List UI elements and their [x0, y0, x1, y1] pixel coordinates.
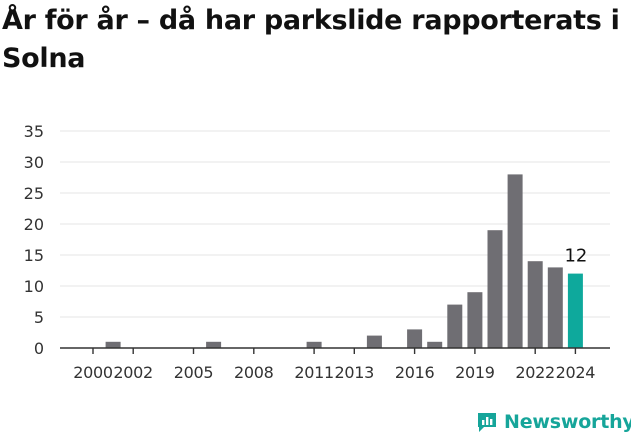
bar-2006 [206, 341, 222, 348]
gridlines [60, 130, 610, 318]
bar-2011 [306, 341, 322, 348]
newsworthy-brand[interactable]: Newsworthy [476, 407, 631, 437]
bar-2018 [447, 304, 463, 348]
bars [105, 174, 583, 348]
newsworthy-logo-icon [478, 413, 496, 432]
bar-2017 [427, 341, 443, 348]
data-label-2024: 12 [564, 246, 587, 267]
bar-2023 [547, 267, 563, 348]
y-tick-label: 35 [24, 122, 44, 141]
y-tick-label: 5 [34, 308, 44, 327]
bar-2020 [487, 230, 503, 348]
y-tick-label: 10 [24, 277, 44, 296]
bar-2001 [105, 341, 121, 348]
bar-2019 [467, 292, 483, 348]
x-tick-label: 2013 [335, 363, 375, 382]
bar-2022 [527, 261, 543, 348]
y-tick-label: 20 [24, 215, 44, 234]
x-tick-label: 2000 [73, 363, 113, 382]
y-tick-label: 15 [24, 246, 44, 265]
x-tick-label: 2005 [174, 363, 214, 382]
chart-title: År för år – då har parkslide rapporterat… [2, 5, 620, 74]
bar-2024 [567, 273, 583, 348]
y-tick-label: 0 [34, 339, 44, 358]
x-tick-label: 2016 [395, 363, 435, 382]
bar-2021 [507, 174, 523, 348]
x-tick-label: 2011 [294, 363, 334, 382]
y-tick-label: 30 [24, 153, 44, 172]
bar-2016 [407, 329, 423, 348]
x-axis-tick-labels: 2000 2002 2005 2008 2011 2013 2016 2019 2022 2024 [73, 363, 595, 382]
x-tick-label: 2024 [556, 363, 596, 382]
x-tick-label: 2008 [234, 363, 274, 382]
y-tick-label: 25 [24, 184, 44, 203]
x-axis [60, 347, 610, 354]
bar-2014 [366, 335, 382, 348]
x-tick-label: 2019 [455, 363, 495, 382]
x-tick-label: 2022 [515, 363, 555, 382]
x-tick-label: 2002 [113, 363, 153, 382]
data-labels: 12 [564, 246, 587, 267]
brand-name: Newsworthy [504, 411, 631, 433]
y-axis-tick-labels: 0 5 10 15 20 25 30 35 [24, 122, 44, 358]
